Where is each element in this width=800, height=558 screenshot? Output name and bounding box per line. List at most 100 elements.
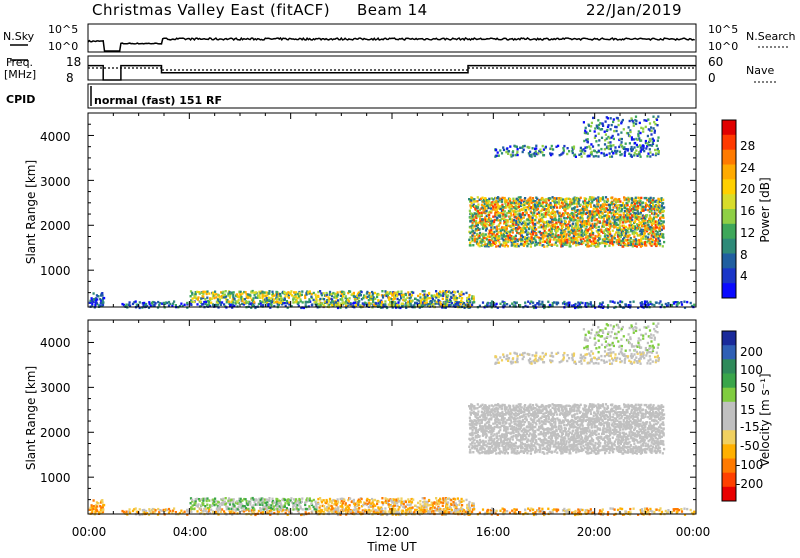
power-cell <box>635 120 637 122</box>
velocity-cell <box>268 506 270 508</box>
power-cell <box>197 296 199 298</box>
power-cell <box>494 226 496 228</box>
power-cell <box>605 210 607 212</box>
velocity-cell <box>301 497 303 499</box>
power-cell <box>619 151 621 153</box>
power-cell <box>613 130 615 132</box>
power-cell <box>629 234 631 236</box>
power-cell <box>540 205 542 207</box>
power-cell <box>524 202 526 204</box>
power-cell <box>221 301 223 303</box>
velocity-cell <box>276 508 278 510</box>
power-cell <box>192 297 194 299</box>
power-cell <box>597 119 599 121</box>
power-cell <box>657 214 659 216</box>
power-cell <box>662 202 664 204</box>
power-cell <box>263 301 265 303</box>
power-cell <box>498 241 500 243</box>
power-cell <box>645 126 647 128</box>
power-cell <box>477 196 479 198</box>
power-cell <box>513 228 515 230</box>
power-cell <box>502 239 504 241</box>
power-cell <box>523 231 525 233</box>
velocity-cell <box>308 505 310 507</box>
velocity-cell <box>315 503 317 505</box>
power-cell <box>590 301 592 303</box>
power-cell <box>348 300 350 302</box>
power-colorbar <box>722 120 736 299</box>
power-cell <box>520 196 522 198</box>
power-cell <box>649 216 651 218</box>
power-cell <box>604 233 606 235</box>
power-cell <box>196 291 198 293</box>
power-cell <box>308 298 310 300</box>
velocity-cell <box>205 510 207 512</box>
power-cell <box>612 135 614 137</box>
power-cbar-tick-8: 8 <box>740 248 748 262</box>
power-cell <box>528 237 530 239</box>
power-cell <box>423 293 425 295</box>
velocity-cell <box>678 509 680 511</box>
power-cell <box>471 304 473 306</box>
power-cell <box>644 222 646 224</box>
power-cell <box>157 301 159 303</box>
velocity-cell <box>145 510 147 512</box>
power-cell <box>635 197 637 199</box>
power-cell <box>632 225 634 227</box>
power-cell <box>606 154 608 156</box>
power-cell <box>438 296 440 298</box>
power-cell <box>96 302 98 304</box>
power-cell <box>522 151 524 153</box>
power-cell <box>654 130 656 132</box>
power-cell <box>549 202 551 204</box>
power-cell <box>479 237 481 239</box>
velocity-cell <box>574 510 576 512</box>
power-cell <box>103 297 105 299</box>
velocity-cell <box>135 507 137 509</box>
velocity-cell <box>101 501 103 503</box>
power-cell <box>615 219 617 221</box>
power-cell <box>652 153 654 155</box>
power-cell <box>197 298 199 300</box>
power-cell <box>205 303 207 305</box>
power-cell <box>510 225 512 227</box>
power-cell <box>562 147 564 149</box>
power-cell <box>556 244 558 246</box>
power-cell <box>565 221 567 223</box>
power-cbar-tick-16: 16 <box>740 204 755 218</box>
velocity-cell <box>220 511 222 513</box>
nave-label: Nave <box>746 64 774 77</box>
freq-tick-bottom: 8 <box>66 71 74 85</box>
power-cell <box>548 233 550 235</box>
power-cell <box>609 152 611 154</box>
power-cell <box>662 199 664 201</box>
power-cell <box>468 239 470 241</box>
power-cell <box>551 153 553 155</box>
power-cell <box>474 200 476 202</box>
power-cell <box>288 301 290 303</box>
power-cell <box>299 292 301 294</box>
power-cell <box>556 206 558 208</box>
velocity-cell <box>629 511 631 513</box>
power-cell <box>663 220 665 222</box>
power-cell <box>621 153 623 155</box>
power-cell <box>484 241 486 243</box>
power-cell <box>659 300 661 302</box>
power-cell <box>519 147 521 149</box>
velocity-cell <box>184 511 186 513</box>
power-cell <box>630 222 632 224</box>
power-cell <box>663 225 665 227</box>
velocity-cell <box>651 510 653 512</box>
power-cell <box>551 304 553 306</box>
power-cell <box>376 296 378 298</box>
power-cell <box>215 293 217 295</box>
power-cell <box>657 136 659 138</box>
power-cell <box>102 301 104 303</box>
power-cell <box>424 290 426 292</box>
power-cell <box>315 301 317 303</box>
power-cell <box>568 150 570 152</box>
velocity-cell <box>232 501 234 503</box>
velocity-cell <box>284 502 286 504</box>
power-cell <box>602 196 604 198</box>
power-cell <box>431 295 433 297</box>
